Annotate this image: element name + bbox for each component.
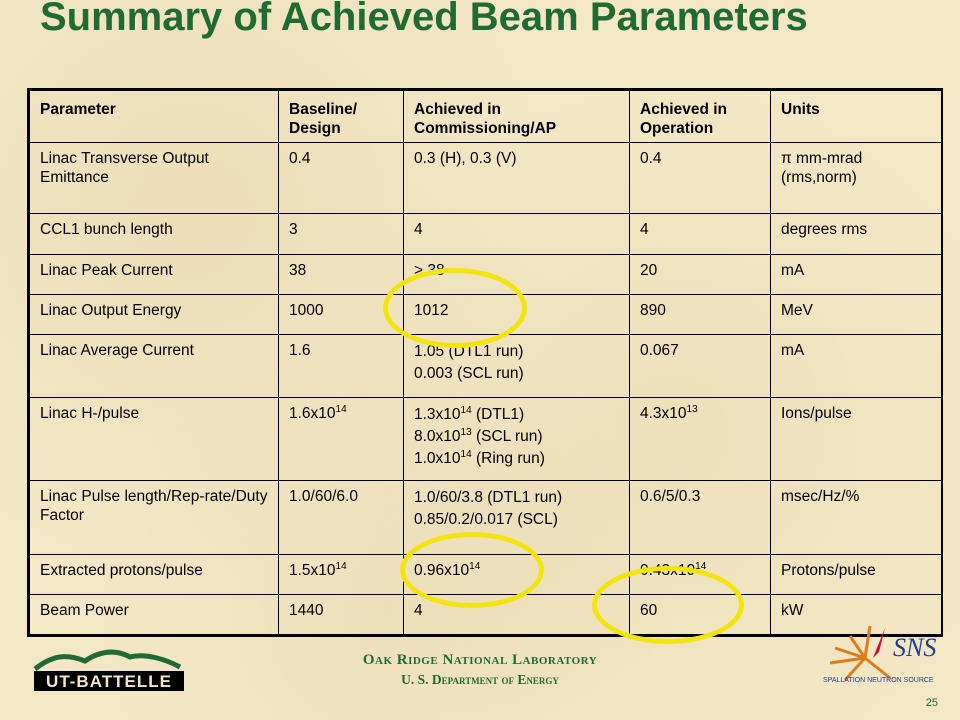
cell-parameter: Linac Transverse Output Emittance [29, 142, 279, 214]
cell-line: 1.0/60/3.8 (DTL1 run) [414, 489, 563, 506]
header-units: Units [770, 90, 942, 143]
table-row: Beam Power 1440 4 60 kW [29, 594, 942, 635]
cell-parameter: Linac Pulse length/Rep-rate/Duty Factor [29, 480, 279, 555]
page-number: 25 [925, 697, 938, 709]
cell-operation: 4.3x1013 [629, 397, 771, 481]
table-row: Linac Pulse length/Rep-rate/Duty Factor … [29, 480, 942, 555]
cell-commissioning: 1.05 (DTL1 run) 0.003 (SCL run) [403, 334, 630, 398]
table-row: Linac Average Current 1.6 1.05 (DTL1 run… [29, 334, 942, 398]
cell-units: mA [770, 254, 942, 295]
cell-units: π mm-mrad (rms,norm) [770, 142, 942, 214]
cell-commissioning: 1.3x1014 (DTL1) 8.0x1013 (SCL run) 1.0x1… [403, 397, 630, 481]
cell-baseline: 1.5x1014 [278, 554, 404, 595]
cell-baseline: 3 [278, 213, 404, 255]
cell-parameter: CCL1 bunch length [29, 213, 279, 255]
cell-baseline: 1.6x1014 [278, 397, 404, 481]
cell-commissioning: 0.96x1014 [403, 554, 630, 595]
footer-lab: Oak Ridge National Laboratory U. S. Depa… [0, 652, 960, 688]
cell-units: kW [770, 594, 942, 635]
header-parameter: Parameter [29, 90, 279, 143]
header-baseline: Baseline/ Design [278, 90, 404, 143]
cell-baseline: 0.4 [278, 142, 404, 214]
cell-units: Protons/pulse [770, 554, 942, 595]
cell-operation: 60 [629, 594, 771, 635]
table-row: Linac Peak Current 38 > 38 20 mA [29, 254, 942, 295]
cell-operation: 890 [629, 294, 771, 335]
cell-operation: 0.067 [629, 334, 771, 398]
ut-battelle-logo: UT-BATTELLE [30, 645, 190, 698]
table-row: Linac Transverse Output Emittance 0.4 0.… [29, 142, 942, 214]
svg-text:SPALLATION NEUTRON SOURCE: SPALLATION NEUTRON SOURCE [823, 677, 934, 684]
cell-commissioning: > 38 [403, 254, 630, 295]
cell-baseline: 1.0/60/6.0 [278, 480, 404, 555]
cell-operation: 0.4 [629, 142, 771, 214]
cell-baseline: 1440 [278, 594, 404, 635]
cell-units: degrees rms [770, 213, 942, 255]
cell-parameter: Linac Average Current [29, 334, 279, 398]
table-row: Linac H-/pulse 1.6x1014 1.3x1014 (DTL1) … [29, 397, 942, 481]
cell-commissioning: 4 [403, 213, 630, 255]
cell-operation: 0.43x1014 [629, 554, 771, 595]
cell-baseline: 1000 [278, 294, 404, 335]
cell-baseline: 38 [278, 254, 404, 295]
cell-line: 1.05 (DTL1 run) [414, 343, 524, 360]
cell-operation: 4 [629, 213, 771, 255]
cell-line: 8.0x1013 (SCL run) [414, 427, 543, 446]
cell-units: mA [770, 334, 942, 398]
cell-parameter: Extracted protons/pulse [29, 554, 279, 595]
beam-parameters-table: Parameter Baseline/ Design Achieved in C… [27, 88, 943, 637]
department-name: U. S. Department of Energy [401, 672, 559, 687]
sns-logo: SNS SPALLATION NEUTRON SOURCE [815, 618, 945, 695]
lab-name: Oak Ridge National Laboratory [362, 652, 598, 668]
header-commissioning: Achieved in Commissioning/AP [403, 90, 630, 143]
cell-units: msec/Hz/% [770, 480, 942, 555]
svg-text:UT-BATTELLE: UT-BATTELLE [46, 672, 172, 691]
header-operation: Achieved in Operation [629, 90, 771, 143]
cell-parameter: Linac Output Energy [29, 294, 279, 335]
cell-commissioning: 1012 [403, 294, 630, 335]
table-header-row: Parameter Baseline/ Design Achieved in C… [29, 90, 942, 143]
cell-units: MeV [770, 294, 942, 335]
cell-commissioning: 1.0/60/3.8 (DTL1 run) 0.85/0.2/0.017 (SC… [403, 480, 630, 555]
cell-parameter: Linac Peak Current [29, 254, 279, 295]
cell-commissioning: 0.3 (H), 0.3 (V) [403, 142, 630, 214]
cell-line: 0.85/0.2/0.017 (SCL) [414, 511, 558, 528]
slide-title: Summary of Achieved Beam Parameters [40, 0, 808, 39]
cell-units: Ions/pulse [770, 397, 942, 481]
cell-operation: 0.6/5/0.3 [629, 480, 771, 555]
cell-baseline: 1.6 [278, 334, 404, 398]
cell-operation: 20 [629, 254, 771, 295]
cell-parameter: Beam Power [29, 594, 279, 635]
svg-text:SNS: SNS [893, 633, 936, 662]
table-row: Linac Output Energy 1000 1012 890 MeV [29, 294, 942, 335]
cell-line: 1.3x1014 (DTL1) [414, 405, 525, 424]
cell-line: 1.0x1014 (Ring run) [414, 449, 545, 468]
cell-parameter: Linac H-/pulse [29, 397, 279, 481]
cell-commissioning: 4 [403, 594, 630, 635]
table-row: CCL1 bunch length 3 4 4 degrees rms [29, 213, 942, 255]
table-row: Extracted protons/pulse 1.5x1014 0.96x10… [29, 554, 942, 595]
cell-line: 0.003 (SCL run) [414, 365, 524, 382]
